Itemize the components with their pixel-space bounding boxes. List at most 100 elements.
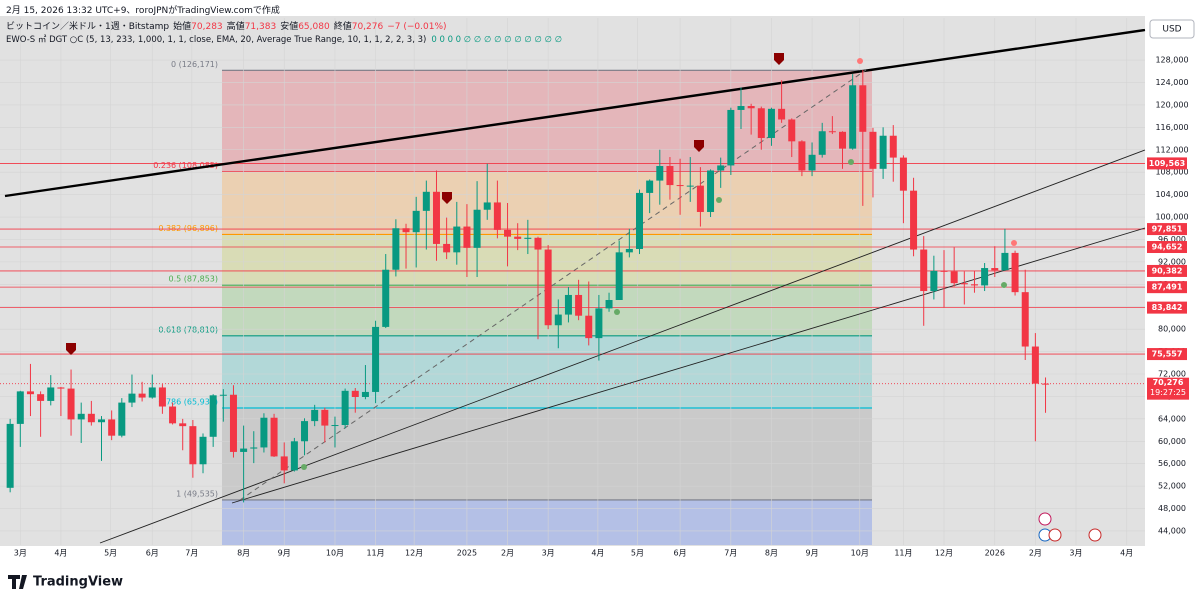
candle-body xyxy=(920,249,928,292)
candle-body xyxy=(128,393,136,403)
dot-marker xyxy=(614,309,620,315)
fib-level-label: 0.5 (87,853) xyxy=(169,275,219,284)
candle-body xyxy=(432,191,440,244)
brand: TradingView xyxy=(33,575,123,590)
price-tag xyxy=(1147,281,1187,294)
x-tick-label: 9月 xyxy=(278,549,291,558)
y-tick-label: 56,000 xyxy=(1158,459,1186,468)
dot-marker xyxy=(848,159,854,165)
price-tag-label: 90,382 xyxy=(1152,266,1183,275)
trend-line xyxy=(231,227,1146,504)
candle-body xyxy=(138,393,146,398)
candle-body xyxy=(240,448,248,452)
price-tag-label: 75,557 xyxy=(1152,350,1183,359)
y-tick-label: 52,000 xyxy=(1158,482,1186,491)
candle-body xyxy=(615,252,623,301)
signal-markers xyxy=(66,53,1102,542)
candle-body xyxy=(676,185,684,187)
candle-body xyxy=(717,165,725,171)
dot-marker xyxy=(301,464,307,470)
candle-body xyxy=(108,419,116,436)
x-tick-label: 2025 xyxy=(457,549,477,558)
candle-body xyxy=(87,413,95,423)
candle-body xyxy=(544,249,552,326)
x-tick-label: 6月 xyxy=(146,549,159,558)
x-tick-label: 3月 xyxy=(14,549,27,558)
x-tick-label: 3月 xyxy=(542,549,555,558)
x-tick-label: 3月 xyxy=(1069,549,1082,558)
countdown: 19:27:25 xyxy=(1150,388,1186,397)
candle-body xyxy=(950,271,958,284)
y-tick-label: 112,000 xyxy=(1155,145,1188,154)
currency-button[interactable] xyxy=(1149,19,1195,39)
y-tick-label: 124,000 xyxy=(1155,78,1188,87)
event-icon[interactable] xyxy=(1088,528,1102,542)
candle-body xyxy=(991,268,999,271)
candle-body xyxy=(808,154,816,171)
event-icon[interactable] xyxy=(1038,512,1052,526)
candle-body xyxy=(554,314,562,326)
candle-body xyxy=(514,236,522,239)
dot-marker xyxy=(857,58,863,64)
candle-body xyxy=(737,106,745,110)
sell-marker xyxy=(66,343,76,355)
indicator-values: 0 0 0 0 ∅ ∅ ∅ ∅ ∅ ∅ ∅ ∅ ∅ ∅ xyxy=(431,35,562,45)
price-tag xyxy=(1147,223,1187,236)
x-tick-label: 4月 xyxy=(591,549,604,558)
candle-body xyxy=(412,210,420,233)
ohlc-value: 70,283 xyxy=(191,22,223,32)
x-tick-label: 4月 xyxy=(1120,549,1133,558)
candle-body xyxy=(219,394,227,396)
created-note: 2月 15, 2026 13:32 UTC+9、roroJPNがTradingV… xyxy=(6,6,280,16)
candle-body xyxy=(158,387,166,407)
x-tick-label: 9月 xyxy=(806,549,819,558)
y-tick-label: 128,000 xyxy=(1155,56,1188,65)
candle-body xyxy=(199,436,207,465)
ohlc-label: 終値 xyxy=(334,20,352,32)
candle-body xyxy=(666,166,674,186)
price-tag xyxy=(1147,241,1187,254)
candle-body xyxy=(524,237,532,239)
candle-body xyxy=(169,406,177,424)
candle-body xyxy=(1042,383,1050,385)
candle-body xyxy=(189,426,197,465)
candle-body xyxy=(290,441,298,471)
ohlc-value: 70,276 xyxy=(352,22,384,32)
candle-body xyxy=(564,294,572,315)
y-tick-label: 120,000 xyxy=(1155,100,1188,109)
candle-body xyxy=(270,417,278,457)
x-tick-label: 4月 xyxy=(54,549,67,558)
x-tick-label: 5月 xyxy=(104,549,117,558)
fib-zone xyxy=(222,499,872,545)
price-tag-label: 97,851 xyxy=(1152,225,1183,234)
candle-body xyxy=(26,391,34,395)
ohlc-label: 高値 xyxy=(227,20,245,32)
trend-line xyxy=(4,28,1146,198)
x-tick-label: 6月 xyxy=(674,549,687,558)
candle-body xyxy=(16,391,24,424)
price-tag-label: 109,563 xyxy=(1149,159,1185,168)
candle-body xyxy=(696,185,704,212)
y-tick-label: 116,000 xyxy=(1155,123,1188,132)
candle-body xyxy=(229,394,237,452)
candle-body xyxy=(788,119,796,142)
currency-label: USD xyxy=(1162,25,1181,35)
x-tick-label: 5月 xyxy=(631,549,644,558)
x-tick-label: 10月 xyxy=(851,549,869,558)
event-icon[interactable] xyxy=(1048,528,1062,542)
candle-body xyxy=(727,109,735,166)
dot-marker xyxy=(716,197,722,203)
candle-body xyxy=(910,190,918,250)
candle-body xyxy=(1001,252,1009,271)
fib-zone xyxy=(222,407,872,500)
candle-body xyxy=(1031,346,1039,384)
sell-marker xyxy=(694,140,704,152)
candle-body xyxy=(392,228,400,270)
x-tick-label: 8月 xyxy=(237,549,250,558)
ohlc-value: 71,383 xyxy=(245,22,277,32)
candle-body xyxy=(341,390,349,426)
candle-body xyxy=(747,106,755,109)
x-tick-label: 2月 xyxy=(501,549,514,558)
candle-body xyxy=(493,202,501,230)
candle-body xyxy=(585,315,593,339)
